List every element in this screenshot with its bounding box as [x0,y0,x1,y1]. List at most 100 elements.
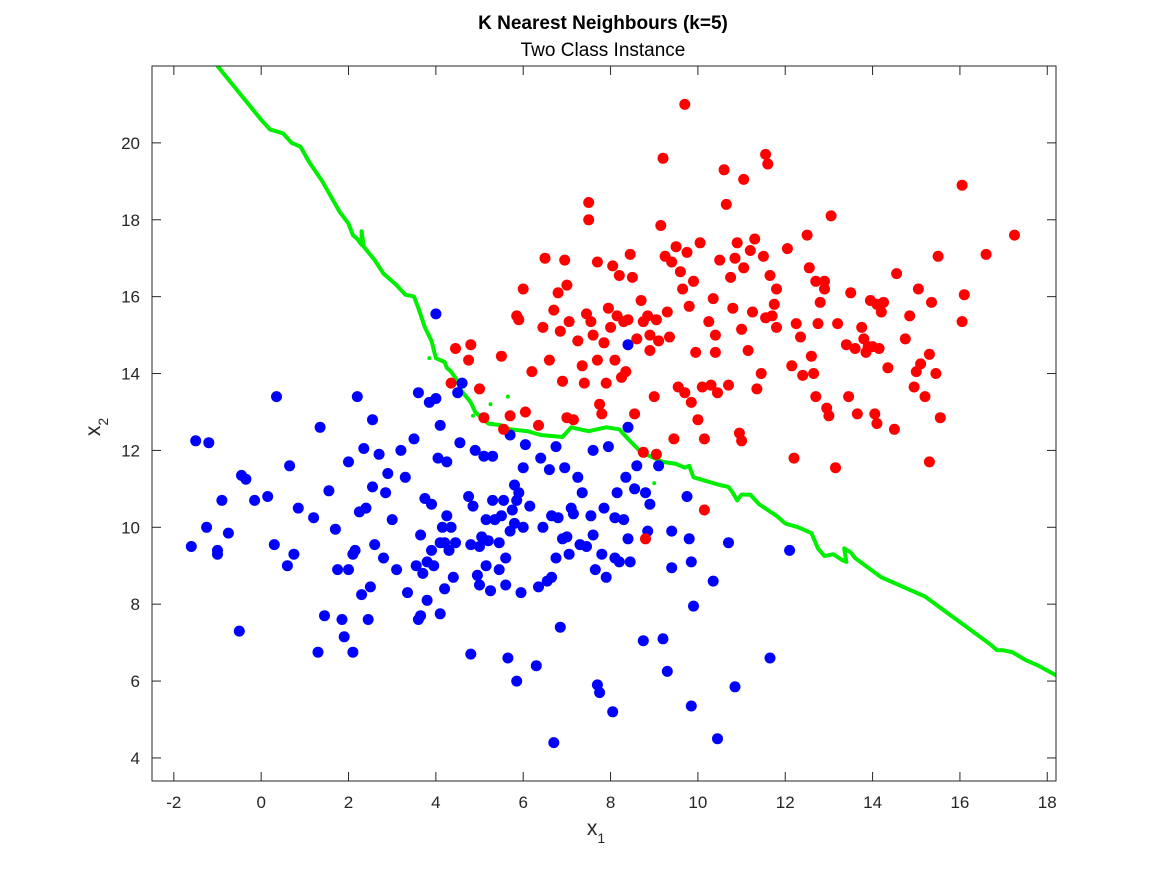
data-point-class-b [655,220,667,231]
data-point-class-a [657,633,669,645]
data-point-class-a [500,552,512,564]
data-point-class-b [683,300,695,312]
data-point-class-a [249,494,261,506]
data-point-class-b [474,383,485,395]
data-point-class-a [546,571,558,583]
data-point-class-a [428,560,440,572]
data-point-class-a [216,494,228,506]
data-point-class-a [515,587,527,599]
data-point-class-a [262,491,274,502]
y-tick-label: 6 [131,672,140,691]
data-point-class-b [878,296,889,308]
data-point-class-a [554,621,566,633]
data-point-class-a [467,500,479,512]
data-point-class-b [757,250,769,262]
data-point-class-a [412,387,424,399]
data-point-class-a [572,471,584,483]
data-point-class-b [875,306,887,318]
data-point-class-a [474,579,485,591]
data-point-class-b [629,408,641,420]
data-point-class-a [613,556,625,568]
data-point-class-b [445,377,457,389]
data-point-class-a [415,610,427,622]
data-point-class-b [882,362,894,374]
data-point-class-a [410,560,422,572]
data-point-class-b [731,237,743,249]
data-point-class-b [517,283,529,295]
data-point-class-a [432,452,444,464]
data-point-class-a [784,544,796,556]
data-point-class-a [585,510,597,522]
data-point-class-b [591,256,603,268]
data-point-class-b [519,406,531,418]
data-point-class-b [576,360,588,372]
data-point-class-a [212,544,223,556]
data-point-class-b [830,462,841,474]
data-point-class-b [583,214,595,226]
data-point-class-b [771,321,782,333]
data-point-class-b [626,271,638,283]
plot-area: -2 0 2 4 6 8 10 12 14 16 18 4 6 8 10 12 14 16 18 20 [121,65,1057,812]
data-point-class-a [666,562,678,574]
data-point-class-a [498,494,510,506]
data-point-class-b [559,254,571,266]
data-point-class-a [644,498,656,510]
data-point-class-a [653,460,665,472]
y-tick-label: 12 [121,441,140,460]
data-point-class-b [563,316,575,328]
data-point-class-a [323,485,335,497]
data-point-class-b [703,316,715,328]
data-point-class-a [506,504,518,516]
data-point-class-a [550,441,562,453]
data-point-class-b [661,306,673,318]
data-point-class-b [596,408,608,420]
data-point-class-a [268,539,280,551]
data-point-class-b [554,325,566,337]
data-point-class-a [598,502,610,514]
x-tick-label: 0 [256,793,265,812]
data-point-class-b [790,318,802,330]
data-point-class-b [635,295,647,306]
data-point-class-a [640,487,651,499]
data-point-class-b [736,323,748,335]
data-point-class-b [513,314,525,326]
data-point-class-a [493,564,505,576]
data-point-class-b [648,391,660,403]
data-point-class-b [567,414,579,426]
x-tick-label: 18 [1038,793,1057,812]
data-point-class-a [681,491,693,502]
y-tick-label: 18 [121,211,140,230]
x-axis-label: x1 [587,817,606,846]
chart-title: K Nearest Neighbours (k=5) [478,13,728,34]
data-point-class-b [552,287,564,299]
data-point-class-b [795,331,806,343]
data-point-class-b [810,275,822,287]
data-point-class-a [764,652,776,664]
data-point-class-a [329,523,341,535]
data-point-class-a [356,589,368,601]
data-point-class-b [657,152,669,164]
data-point-class-a [493,537,505,549]
data-point-class-a [426,498,437,510]
data-point-class-a [201,521,213,533]
data-point-class-b [832,318,844,330]
data-point-class-a [380,487,392,499]
x-tick-label: 14 [863,793,882,812]
data-point-class-a [576,487,588,499]
data-point-class-a [480,514,492,526]
data-point-class-b [620,366,632,378]
data-point-class-b [714,254,726,266]
data-point-class-a [618,514,630,526]
data-point-class-b [705,379,717,391]
data-point-class-b [873,343,885,354]
data-point-class-a [589,564,601,576]
data-point-class-b [768,298,780,310]
data-point-class-a [666,525,678,537]
data-point-class-b [762,158,774,170]
data-point-class-b [583,197,595,208]
data-point-class-b [681,246,693,258]
x-tick-label: 6 [518,793,527,812]
data-point-class-a [360,502,372,514]
data-point-class-b [819,283,830,295]
data-point-class-a [594,687,606,699]
